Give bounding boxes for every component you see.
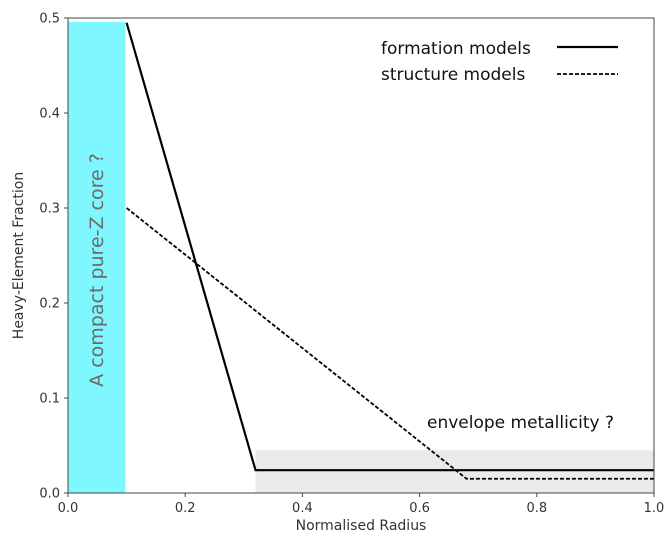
y-tick-label: 0.4: [39, 107, 60, 122]
x-axis-label: Normalised Radius: [296, 518, 427, 534]
x-tick-label: 1.0: [644, 501, 665, 516]
plot-frame: [67, 17, 655, 494]
y-tick-label: 0.1: [39, 392, 60, 407]
legend: formation models structure models: [381, 39, 618, 85]
envelope-region: [255, 450, 654, 493]
y-tick-label: 0.5: [39, 12, 60, 27]
core-region: [68, 21, 126, 494]
y-tick-label: 0.3: [39, 202, 60, 217]
x-tick-label: 0.6: [409, 501, 430, 516]
y-tick-label: 0.2: [39, 297, 60, 312]
formation-models-line: [125, 22, 654, 472]
y-axis-label: Heavy-Element Fraction: [11, 172, 27, 339]
x-tick-label: 0.8: [526, 501, 547, 516]
y-axis-ticks: 0.0 0.1 0.2 0.3 0.4 0.5: [39, 12, 68, 502]
legend-label-structure-models: structure models: [381, 65, 525, 85]
legend-label-formation-models: formation models: [381, 39, 531, 59]
x-axis-ticks: 0.0 0.2 0.4 0.6 0.8 1.0: [58, 493, 665, 516]
structure-models-line: [126, 207, 654, 480]
x-tick-label: 0.0: [58, 501, 79, 516]
y-tick-label: 0.0: [39, 487, 60, 502]
x-tick-label: 0.2: [175, 501, 196, 516]
core-region-label: A compact pure-Z core ?: [86, 153, 108, 387]
x-tick-label: 0.4: [292, 501, 313, 516]
envelope-region-label: envelope metallicity ?: [427, 413, 614, 433]
